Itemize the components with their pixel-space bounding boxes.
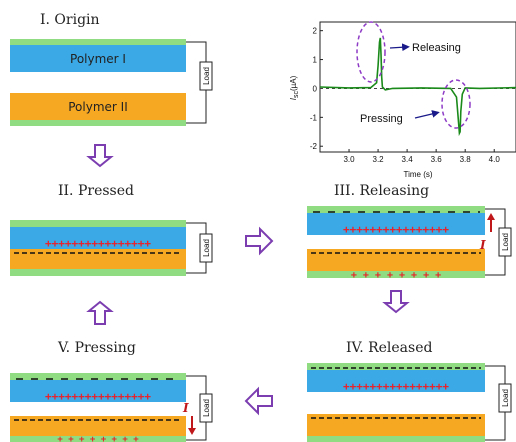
y-axis-label-subscript: sc — [293, 91, 300, 99]
releasing-pointer-icon — [389, 43, 410, 52]
polymer1-layer — [307, 370, 485, 392]
load-box — [199, 61, 213, 91]
load-box — [199, 233, 213, 263]
load-label: Load — [501, 389, 510, 407]
electrode-positive: + + + + + + + + — [351, 270, 441, 281]
arrow-right-icon — [245, 226, 274, 256]
polymer2-label: Polymer II — [68, 100, 127, 114]
arrow-left-icon — [244, 386, 273, 416]
x-tick-label: 3.4 — [402, 155, 414, 164]
polymer2-layer — [10, 93, 186, 120]
panel-origin: I. Origin Polymer I Polymer II Load — [10, 12, 213, 126]
x-tick-label: 3.6 — [431, 155, 443, 164]
arrow-down-icon — [382, 290, 410, 314]
y-tick-label: 1 — [313, 56, 318, 65]
electrode-top — [10, 373, 186, 380]
current-arrowhead — [188, 428, 196, 435]
panel-title-origin: I. Origin — [40, 12, 100, 28]
pressing-highlight — [441, 79, 471, 129]
panel-title-releasing: III. Releasing — [334, 183, 429, 199]
y-tick-label: 0 — [313, 84, 318, 93]
y-axis-label-symbol: I — [289, 97, 298, 100]
electrode-bottom — [10, 269, 186, 276]
positive-charges: ++++++++++++++++ — [45, 237, 151, 250]
electrode-top — [10, 220, 186, 227]
positive-charges: ++++++++++++++++ — [343, 380, 449, 393]
arrow-up-icon — [86, 300, 114, 325]
polymer1-layer — [307, 213, 485, 235]
chart-ticks: 3.0 3.2 3.4 3.6 3.8 4.0 2 1 0 -1 -2 — [310, 27, 500, 164]
positive-charges: ++++++++++++++++ — [343, 223, 449, 236]
panel-releasing: III. Releasing ++++++++++++++++ + + + + … — [307, 183, 512, 281]
current-chart: 3.0 3.2 3.4 3.6 3.8 4.0 2 1 0 -1 -2 Time (s) Isc(µ… — [289, 21, 516, 179]
panel-pressing: V. Pressing ++++++++++++++++ + + + + + +… — [10, 340, 213, 442]
series-line — [319, 37, 516, 137]
electrode-top — [307, 206, 485, 213]
panel-title-released: IV. Released — [346, 340, 432, 356]
y-axis-label-unit: (µA) — [289, 75, 298, 91]
load-label: Load — [202, 399, 211, 417]
load-box — [498, 383, 512, 413]
electrode-bottom — [10, 120, 186, 126]
polymer2-layer — [307, 414, 485, 436]
electrode-top — [307, 363, 485, 370]
x-tick-label: 4.0 — [489, 155, 501, 164]
panel-title-pressing: V. Pressing — [57, 340, 136, 356]
current-label: I — [479, 238, 486, 252]
load-label: Load — [501, 233, 510, 251]
electrode-top — [10, 39, 186, 45]
releasing-highlight — [356, 21, 386, 83]
x-axis-label: Time (s) — [403, 170, 432, 179]
load-label: Load — [202, 67, 211, 85]
polymer2-layer — [10, 249, 186, 269]
annotation-pressing: Pressing — [360, 113, 403, 125]
load-box — [498, 227, 512, 257]
y-axis-label: Isc(µA) — [289, 75, 300, 100]
polymer2-layer — [10, 416, 186, 436]
current-arrowhead — [487, 213, 495, 220]
load-box — [199, 393, 213, 423]
polymer1-label: Polymer I — [70, 52, 126, 66]
x-tick-label: 3.8 — [460, 155, 472, 164]
positive-charges: ++++++++++++++++ — [45, 390, 151, 403]
pressing-pointer-icon — [414, 110, 440, 119]
load-label: Load — [202, 239, 211, 257]
electrode-bottom — [307, 436, 485, 442]
panel-pressed: II. Pressed ++++++++++++++++ Load — [10, 183, 213, 276]
annotation-releasing: Releasing — [412, 42, 461, 54]
arrow-down-icon — [86, 144, 114, 168]
x-tick-label: 3.2 — [373, 155, 385, 164]
polymer1-layer — [10, 227, 186, 249]
panel-title-pressed: II. Pressed — [58, 183, 134, 199]
electrode-positive: + + + + + + + + — [57, 435, 139, 442]
panel-released: IV. Released ++++++++++++++++ Load — [307, 340, 512, 442]
y-tick-label: -2 — [310, 142, 318, 151]
electrode-bottom — [10, 436, 186, 442]
polymer2-layer — [307, 249, 485, 271]
current-label: I — [182, 401, 189, 415]
y-tick-label: -1 — [310, 113, 318, 122]
y-tick-label: 2 — [313, 27, 318, 36]
electrode-bottom — [307, 271, 485, 278]
x-tick-label: 3.0 — [343, 155, 355, 164]
polymer1-layer — [10, 45, 186, 72]
polymer1-layer — [10, 380, 186, 402]
